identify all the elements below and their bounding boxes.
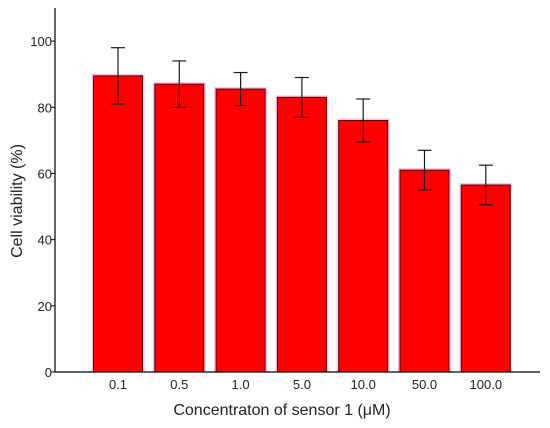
bars-group — [91, 73, 513, 373]
axes-group — [54, 8, 540, 373]
y-tick-label: 100 — [30, 34, 52, 49]
y-ticks-group: 0 20 40 60 80 100 — [30, 34, 55, 380]
x-tick-label: 10.0 — [351, 377, 376, 392]
y-tick-label: 0 — [45, 365, 52, 380]
bar — [460, 184, 511, 373]
x-ticks-group: 0.1 0.5 1.0 5.0 10.0 50.0 100.0 — [109, 377, 502, 392]
bar — [276, 96, 327, 373]
bar — [338, 120, 389, 373]
y-axis-label: Cell viability (%) — [9, 144, 26, 258]
x-tick-label: 100.0 — [470, 377, 503, 392]
bar — [215, 88, 266, 373]
x-axis-label: Concentraton of sensor 1 (μM) — [173, 402, 390, 419]
bar — [399, 169, 450, 373]
bar — [93, 75, 143, 373]
y-tick-label: 80 — [38, 100, 52, 115]
bar — [154, 83, 205, 373]
error-bars-group — [111, 47, 493, 206]
x-tick-label: 5.0 — [293, 377, 311, 392]
x-tick-label: 50.0 — [412, 377, 437, 392]
x-tick-label: 0.1 — [109, 377, 127, 392]
y-tick-label: 60 — [38, 166, 52, 181]
x-tick-label: 1.0 — [232, 377, 250, 392]
y-tick-label: 40 — [38, 233, 52, 248]
x-tick-label: 0.5 — [170, 377, 188, 392]
y-tick-label: 20 — [38, 299, 52, 314]
